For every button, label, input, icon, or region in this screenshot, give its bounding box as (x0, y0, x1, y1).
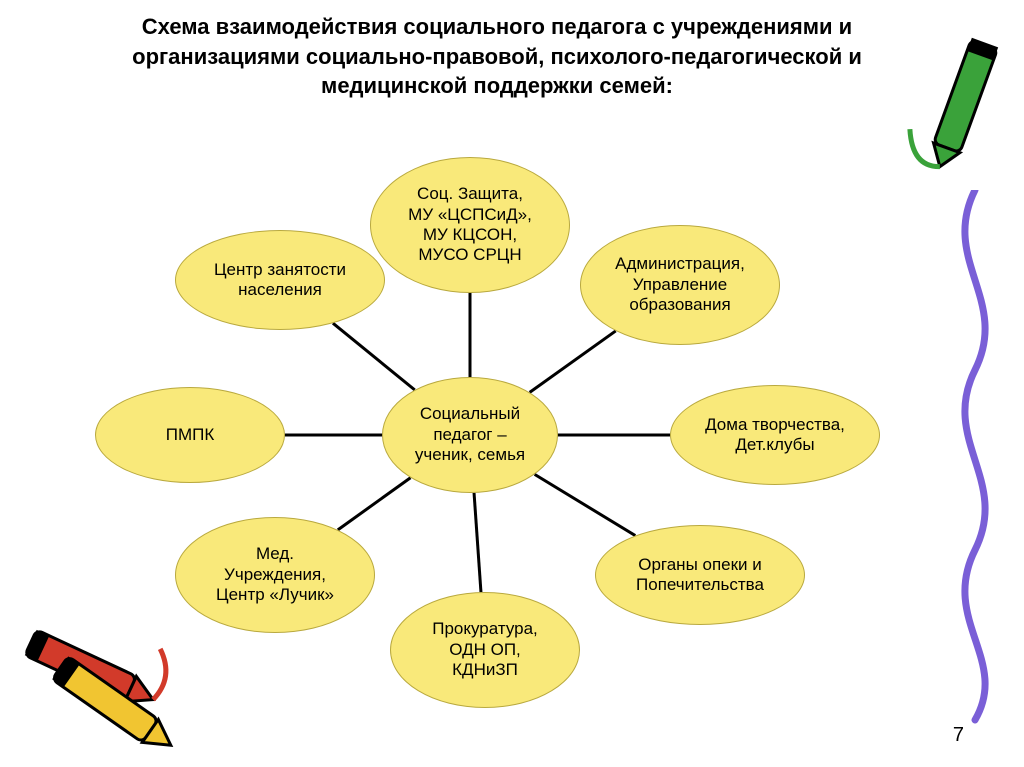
slide-canvas: Схема взаимодействия социального педагог… (0, 0, 1024, 767)
center-node: Социальный педагог – ученик, семья (382, 377, 558, 493)
spoke-node-admin-edu: Администрация, Управление образования (580, 225, 780, 345)
spoke-node-pmpk: ПМПК (95, 387, 285, 483)
spoke-node-med: Мед. Учреждения, Центр «Лучик» (175, 517, 375, 633)
spoke-node-prokuratura: Прокуратура, ОДН ОП, КДНиЗП (390, 592, 580, 708)
page-number: 7 (953, 724, 964, 747)
radial-diagram: Социальный педагог – ученик, семья Соц. З… (0, 0, 1024, 767)
spoke-node-employment: Центр занятости населения (175, 230, 385, 330)
spoke-node-clubs: Дома творчества, Дет.клубы (670, 385, 880, 485)
spoke-node-soc-protect: Соц. Защита, МУ «ЦСПСиД», МУ КЦСОН, МУСО… (370, 157, 570, 293)
spoke-node-opeka: Органы опеки и Попечительства (595, 525, 805, 625)
